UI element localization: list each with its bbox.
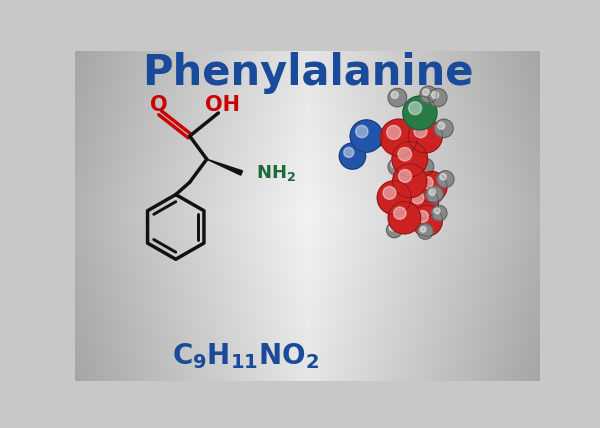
Circle shape: [412, 192, 424, 204]
Circle shape: [419, 161, 426, 168]
Circle shape: [339, 143, 365, 169]
Circle shape: [426, 186, 443, 203]
Circle shape: [388, 88, 407, 107]
Circle shape: [386, 222, 402, 238]
Circle shape: [403, 96, 437, 130]
Circle shape: [377, 181, 412, 214]
Circle shape: [418, 224, 433, 239]
Circle shape: [423, 89, 429, 95]
Circle shape: [388, 202, 421, 234]
Circle shape: [406, 186, 439, 218]
Circle shape: [356, 125, 368, 138]
Circle shape: [408, 119, 442, 153]
Circle shape: [440, 174, 446, 180]
Circle shape: [344, 147, 354, 158]
Circle shape: [431, 92, 439, 98]
Circle shape: [434, 208, 440, 214]
Circle shape: [438, 122, 445, 129]
Circle shape: [398, 148, 412, 161]
Circle shape: [417, 158, 434, 175]
Circle shape: [383, 187, 396, 199]
Circle shape: [431, 205, 447, 221]
Circle shape: [391, 92, 398, 98]
Circle shape: [421, 177, 433, 188]
Text: $\mathdefault{NH_2}$: $\mathdefault{NH_2}$: [256, 163, 296, 183]
Circle shape: [420, 226, 426, 232]
Circle shape: [398, 169, 412, 182]
Text: OH: OH: [205, 95, 240, 115]
Circle shape: [391, 161, 397, 168]
Circle shape: [420, 86, 437, 103]
Circle shape: [388, 158, 405, 175]
Text: $\mathdefault{C_9H_{11}NO_2}$: $\mathdefault{C_9H_{11}NO_2}$: [172, 342, 319, 371]
Text: Phenylalanine: Phenylalanine: [142, 52, 473, 94]
Polygon shape: [207, 159, 242, 175]
Circle shape: [392, 141, 428, 177]
Circle shape: [350, 120, 383, 152]
Circle shape: [412, 205, 442, 236]
Circle shape: [380, 119, 418, 156]
Circle shape: [389, 225, 395, 231]
Circle shape: [416, 172, 447, 202]
Circle shape: [414, 125, 427, 138]
Circle shape: [429, 189, 436, 196]
Circle shape: [434, 119, 453, 137]
Circle shape: [416, 211, 428, 222]
Text: O: O: [150, 95, 167, 115]
Circle shape: [386, 125, 401, 140]
Circle shape: [437, 171, 454, 187]
Circle shape: [428, 88, 447, 107]
Circle shape: [393, 164, 427, 198]
Circle shape: [409, 102, 422, 115]
Circle shape: [394, 207, 406, 219]
